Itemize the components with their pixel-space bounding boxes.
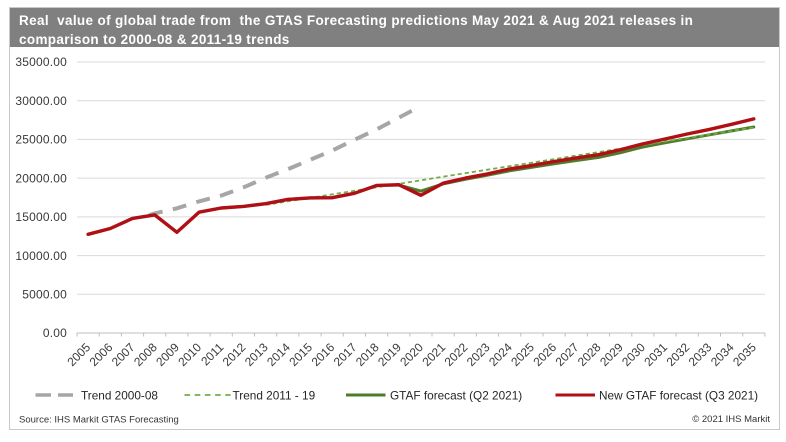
svg-text:2025: 2025 xyxy=(508,340,537,369)
svg-text:2014: 2014 xyxy=(264,340,293,369)
svg-text:© 2021 IHS Markit: © 2021 IHS Markit xyxy=(692,414,770,425)
svg-text:2021: 2021 xyxy=(419,340,448,369)
svg-text:20000.00: 20000.00 xyxy=(15,171,67,185)
svg-text:2019: 2019 xyxy=(375,340,404,369)
svg-text:2023: 2023 xyxy=(464,340,493,369)
svg-text:2011: 2011 xyxy=(198,340,226,368)
svg-text:2032: 2032 xyxy=(664,340,693,369)
svg-text:2028: 2028 xyxy=(575,340,604,369)
svg-text:5000.00: 5000.00 xyxy=(22,288,67,302)
svg-text:2016: 2016 xyxy=(309,340,338,369)
svg-text:2007: 2007 xyxy=(109,340,138,369)
svg-text:Trend 2011 - 19: Trend 2011 - 19 xyxy=(233,389,316,403)
svg-text:Trend 2000-08: Trend 2000-08 xyxy=(81,389,158,403)
svg-text:2035: 2035 xyxy=(730,340,759,369)
svg-text:2006: 2006 xyxy=(87,340,116,369)
svg-text:2013: 2013 xyxy=(242,340,271,369)
svg-text:2020: 2020 xyxy=(397,340,426,369)
svg-text:35000.00: 35000.00 xyxy=(15,55,67,69)
svg-text:2022: 2022 xyxy=(442,340,471,369)
svg-text:2026: 2026 xyxy=(530,340,559,369)
svg-text:2012: 2012 xyxy=(220,340,249,369)
svg-text:2027: 2027 xyxy=(553,340,582,369)
svg-text:2015: 2015 xyxy=(286,340,315,369)
svg-text:2005: 2005 xyxy=(64,340,93,369)
svg-text:15000.00: 15000.00 xyxy=(15,210,67,224)
svg-text:0.00: 0.00 xyxy=(43,326,67,340)
svg-text:2024: 2024 xyxy=(486,340,515,369)
svg-text:2008: 2008 xyxy=(131,340,160,369)
svg-text:2033: 2033 xyxy=(686,340,715,369)
svg-text:2034: 2034 xyxy=(708,340,737,369)
svg-text:30000.00: 30000.00 xyxy=(15,94,67,108)
svg-text:25000.00: 25000.00 xyxy=(15,133,67,147)
svg-text:2030: 2030 xyxy=(619,340,648,369)
svg-text:2010: 2010 xyxy=(175,340,204,369)
svg-text:2018: 2018 xyxy=(353,340,382,369)
svg-text:New GTAF forecast (Q3 2021): New GTAF forecast (Q3 2021) xyxy=(599,389,758,403)
svg-text:2017: 2017 xyxy=(331,340,360,369)
svg-text:2031: 2031 xyxy=(641,340,670,369)
svg-text:Source: IHS Markit GTAS Foreca: Source: IHS Markit GTAS Forecasting xyxy=(19,415,179,426)
svg-text:10000.00: 10000.00 xyxy=(15,249,67,263)
svg-text:2009: 2009 xyxy=(153,340,182,369)
svg-text:GTAF forecast (Q2 2021): GTAF forecast (Q2 2021) xyxy=(390,389,522,403)
svg-text:2029: 2029 xyxy=(597,340,626,369)
